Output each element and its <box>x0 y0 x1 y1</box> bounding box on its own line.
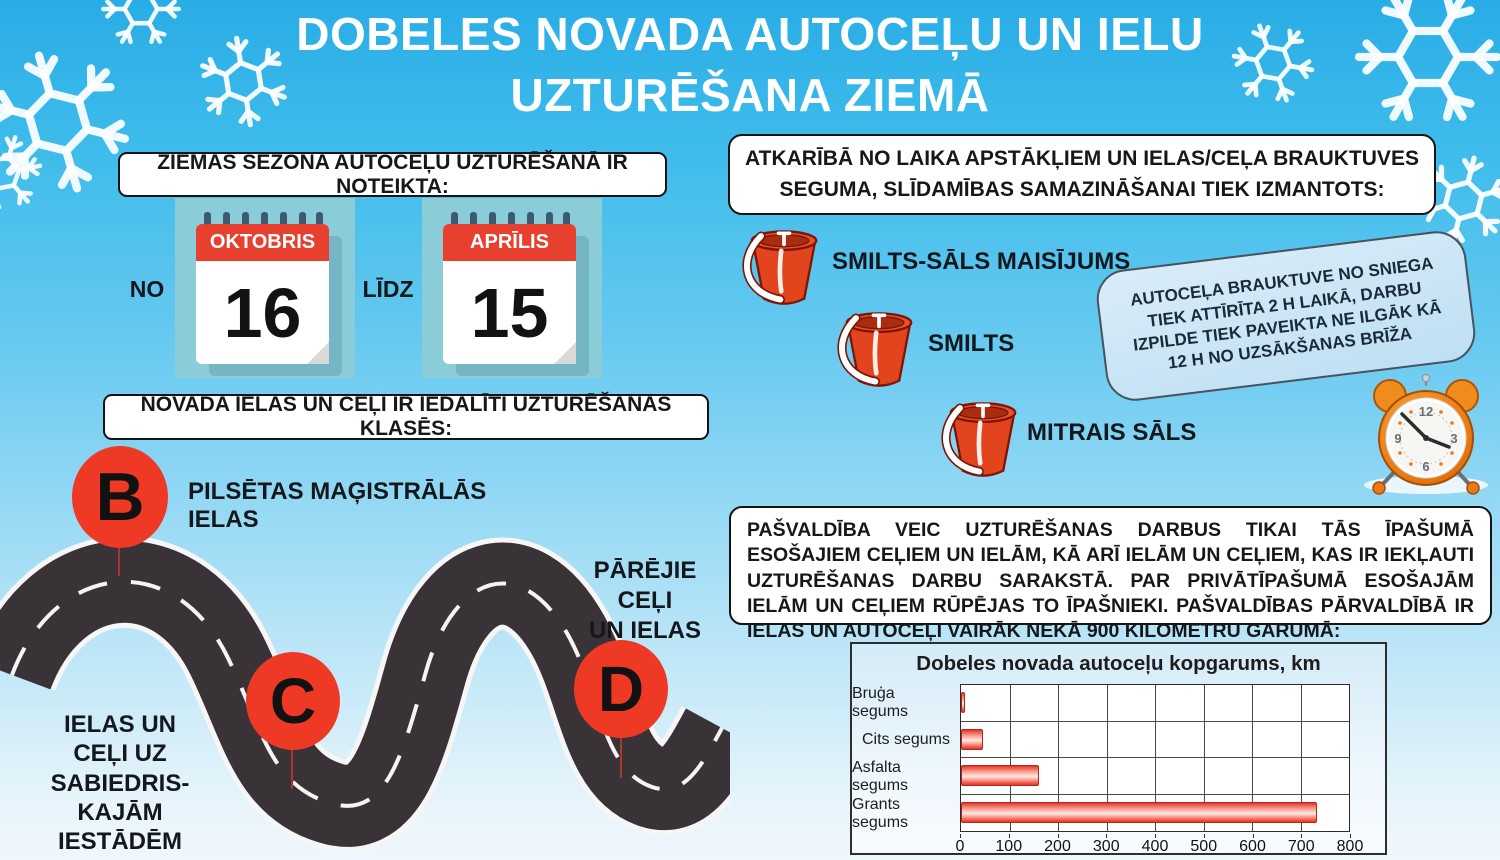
chart-bar-bruģa-segums <box>961 692 965 714</box>
calendar-pin <box>261 212 268 234</box>
calendar-icon-october: OKTOBRIS 16 <box>175 198 355 378</box>
marker-connector <box>620 736 622 778</box>
bucket-icon <box>738 218 830 313</box>
materials-heading: ATKARĪBĀ NO LAIKA APSTĀKĻIEM UN IELAS/CE… <box>728 134 1436 215</box>
svg-text:6: 6 <box>1422 459 1429 474</box>
marker-connector <box>291 747 293 789</box>
calendar-pin <box>280 212 287 234</box>
material-label-1: SMILTS-SĀLS MAISĪJUMS <box>832 248 1131 275</box>
chart-gridline <box>1058 685 1059 831</box>
calendar-pin <box>242 212 249 234</box>
page-title: DOBELES NOVADA AUTOCEĻU UN IELU UZTURĒŠA… <box>0 4 1500 125</box>
chart-row <box>961 722 1349 758</box>
calendar-pin <box>451 212 458 234</box>
classes-heading: NOVADA IELAS UN CEĻI IR IEDALĪTI UZTURĒŠ… <box>103 393 709 440</box>
page-title-line2: UZTURĒŠANA ZIEMĀ <box>510 68 990 121</box>
chart-plot <box>960 684 1350 832</box>
chart-tick-label: 600 <box>1239 838 1266 855</box>
calendar-pin <box>204 212 211 234</box>
calendar-pin <box>508 212 515 234</box>
class-marker-d: D <box>574 640 668 738</box>
svg-text:3: 3 <box>1450 431 1457 446</box>
class-label-b: PILSĒTAS MAĢISTRĀLĀS IELAS <box>188 478 487 533</box>
chart-gridline <box>1300 685 1302 831</box>
chart-tick-mark <box>1350 834 1351 838</box>
chart-tick-label: 300 <box>1092 838 1120 855</box>
calendar-pin <box>470 212 477 234</box>
calendar-pin <box>316 212 323 234</box>
bucket-icon <box>833 300 925 395</box>
chart-row <box>961 758 1349 795</box>
chart-bar-grants-segums <box>961 802 1318 824</box>
calendar-pin <box>563 212 570 234</box>
chart-tick-label: 0 <box>955 838 965 855</box>
chart-tick-label: 800 <box>1336 838 1364 855</box>
road-length-chart: Dobeles novada autoceļu kopgarums, km Br… <box>850 642 1387 855</box>
calendar-pin <box>527 212 534 234</box>
class-label-d: PĀRĒJIE CEĻI UN IELAS <box>588 557 701 644</box>
chart-gridline <box>1203 685 1205 831</box>
chart-bar-cits-segums <box>961 728 983 750</box>
class-marker-c: C <box>246 652 340 750</box>
calendar-pin <box>299 212 306 234</box>
calendar-icon-april: APRĪLIS 15 <box>422 198 602 378</box>
chart-category-labels: Bruģa segums Cits segums Asfalta segums Gra… <box>852 684 956 832</box>
chart-gridline <box>1252 685 1253 831</box>
season-from-label: NO <box>129 276 165 302</box>
calendar-pin <box>223 212 230 234</box>
chart-category-label: Grants segums <box>852 795 909 831</box>
calendar-card: OKTOBRIS 16 <box>196 212 329 364</box>
page-title-line1: DOBELES NOVADA AUTOCEĻU UN IELU <box>296 8 1204 60</box>
season-to-label: LĪDZ <box>362 276 414 302</box>
chart-gridline <box>1155 685 1156 831</box>
calendar-pin <box>489 212 496 234</box>
chart-tick-label: 400 <box>1141 838 1169 855</box>
class-marker-b: B <box>72 446 168 548</box>
calendar-month: OKTOBRIS <box>196 224 329 261</box>
chart-tick-mark <box>1057 834 1059 838</box>
calendar-card: APRĪLIS 15 <box>443 212 576 364</box>
calendar-month: APRĪLIS <box>443 224 576 261</box>
chart-bar-asfalta-segums <box>961 765 1039 787</box>
svg-text:9: 9 <box>1394 431 1401 446</box>
chart-gridline <box>1106 685 1108 831</box>
calendar-fold <box>554 342 576 364</box>
class-label-c: IELAS UN CEĻI UZ SABIEDRIS- KAJĀM IESTĀD… <box>50 711 190 856</box>
chart-title: Dobeles novada autoceļu kopgarums, km <box>916 652 1321 675</box>
season-heading: ZIEMAS SEZONA AUTOCEĻU UZTURĒŠANĀ IR NOT… <box>118 151 667 198</box>
ownership-paragraph: PAŠVALDĪBA VEIC UZTURĒŠANAS DARBUS TIKAI… <box>729 506 1492 642</box>
chart-row <box>961 795 1349 832</box>
material-label-3: MITRAIS SĀLS <box>1027 419 1197 446</box>
chart-tick-mark <box>1252 834 1254 838</box>
chart-tick-mark <box>960 834 961 838</box>
alarm-clock-icon: 12 3 6 9 <box>1364 374 1488 495</box>
calendar-day: 15 <box>470 273 549 352</box>
chart-tick-label: 100 <box>995 838 1023 855</box>
svg-text:12: 12 <box>1419 404 1433 419</box>
chart-category-label: Asfalta segums <box>852 758 909 794</box>
chart-tick-label: 500 <box>1190 838 1218 855</box>
chart-x-axis: 0 100 200 300 400 500 600 700 800 <box>956 834 1363 856</box>
chart-category-label: Cits segums <box>861 730 950 748</box>
road-graphic <box>0 535 730 852</box>
chart-row <box>961 685 1349 722</box>
calendar-pin <box>546 212 553 234</box>
chart-tick-label: 200 <box>1044 838 1071 855</box>
calendar-fold <box>307 342 329 364</box>
material-label-2: SMILTS <box>928 330 1015 357</box>
chart-tick-mark <box>1008 834 1010 838</box>
chart-tick-mark <box>1106 834 1108 838</box>
chart-tick-mark <box>1155 834 1156 838</box>
chart-tick-label: 700 <box>1287 838 1315 855</box>
bucket-icon <box>937 390 1029 485</box>
calendar-day: 16 <box>223 273 302 352</box>
chart-tick-mark <box>1203 834 1205 838</box>
chart-gridline <box>1009 685 1011 831</box>
chart-tick-mark <box>1301 834 1303 838</box>
marker-connector <box>118 548 120 576</box>
chart-category-label: Bruģa segums <box>852 684 909 720</box>
